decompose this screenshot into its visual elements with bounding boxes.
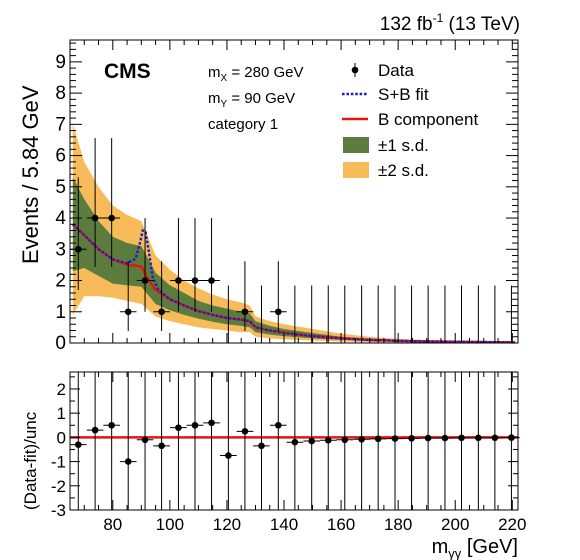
pull-point bbox=[208, 419, 215, 427]
pull-point bbox=[241, 428, 249, 435]
top-y-tick-label: 0 bbox=[55, 333, 66, 354]
x-tick-label: 180 bbox=[384, 515, 412, 534]
pull-point bbox=[391, 435, 399, 442]
top-panel-frame bbox=[69, 39, 519, 344]
band-1sd bbox=[72, 177, 516, 343]
legend-1sd-label: ±1 s.d. bbox=[378, 136, 429, 155]
pull-point bbox=[91, 426, 99, 434]
pull-point bbox=[124, 458, 132, 465]
my-annotation: mY = 90 GeV bbox=[208, 90, 295, 110]
bottom-y-tick-label: -3 bbox=[51, 501, 66, 520]
x-axis-title: mγγ [GeV] bbox=[432, 536, 518, 560]
top-y-tick-label: 9 bbox=[55, 52, 66, 73]
pull-point bbox=[108, 421, 115, 429]
pull-point bbox=[74, 441, 82, 448]
top-y-tick-label: 3 bbox=[55, 239, 66, 260]
experiment-label: CMS bbox=[104, 60, 151, 83]
top-y-tick-label: 7 bbox=[55, 114, 66, 135]
data-point bbox=[175, 277, 182, 284]
data-point bbox=[241, 308, 249, 316]
pull-point bbox=[158, 442, 165, 450]
top-y-tick-label: 6 bbox=[55, 146, 66, 167]
data-point bbox=[124, 308, 132, 316]
x-tick-label: 160 bbox=[327, 515, 355, 534]
legend-data-label: Data bbox=[378, 61, 414, 80]
pull-point bbox=[341, 436, 349, 444]
top-y-tick-label: 1 bbox=[55, 302, 66, 323]
pull-point bbox=[475, 434, 482, 442]
pull-point bbox=[291, 438, 299, 446]
data-point bbox=[141, 277, 149, 284]
data-point bbox=[275, 308, 282, 316]
legend-2sd-label: ±2 s.d. bbox=[378, 161, 429, 180]
pull-point bbox=[458, 434, 465, 442]
top-y-axis-title: Events / 5.84 GeV bbox=[18, 85, 43, 264]
legend-bkg-label: B component bbox=[378, 110, 478, 129]
mx-annotation: mX = 280 GeV bbox=[208, 64, 303, 84]
bottom-y-tick-label: 1 bbox=[57, 404, 66, 423]
legend-sb-label: S+B fit bbox=[378, 85, 429, 104]
top-y-tick-label: 4 bbox=[55, 208, 66, 229]
legend-2sd-swatch bbox=[343, 162, 369, 178]
pull-point bbox=[225, 452, 232, 459]
x-tick-label: 80 bbox=[103, 515, 122, 534]
pull-point bbox=[441, 434, 449, 442]
category-annotation: category 1 bbox=[208, 116, 278, 133]
sb-fit-line bbox=[72, 223, 516, 344]
data-point bbox=[158, 308, 165, 316]
bottom-y-axis-title: (Data-fit)/unc bbox=[21, 411, 40, 510]
top-y-tick-label: 8 bbox=[55, 83, 66, 104]
legend-data-marker bbox=[351, 66, 359, 74]
pull-point bbox=[374, 435, 382, 443]
top-y-tick-label: 2 bbox=[55, 271, 66, 292]
bottom-y-tick-label: 0 bbox=[57, 428, 66, 447]
top-y-tick-label: 5 bbox=[55, 177, 66, 198]
pull-point bbox=[191, 421, 199, 429]
x-tick-label: 200 bbox=[441, 515, 469, 534]
bottom-panel-frame bbox=[69, 371, 519, 511]
pull-point bbox=[141, 436, 149, 444]
band-2sd bbox=[72, 124, 516, 343]
data-point bbox=[108, 214, 115, 222]
bottom-y-tick-label: 2 bbox=[57, 380, 66, 399]
pull-point bbox=[358, 436, 365, 443]
pull-point bbox=[258, 442, 265, 450]
pull-point bbox=[308, 437, 315, 445]
x-tick-label: 120 bbox=[213, 515, 241, 534]
pull-point bbox=[424, 434, 432, 442]
pull-point bbox=[408, 435, 415, 442]
data-point bbox=[208, 277, 215, 284]
pull-point bbox=[275, 421, 282, 429]
x-tick-label: 220 bbox=[498, 515, 526, 534]
pull-point bbox=[175, 424, 182, 431]
x-tick-label: 100 bbox=[156, 515, 184, 534]
x-tick-label: 140 bbox=[270, 515, 298, 534]
bottom-y-tick-label: -2 bbox=[51, 477, 66, 496]
data-point bbox=[91, 214, 99, 222]
legend-1sd-swatch bbox=[343, 137, 369, 153]
legend: Data S+B fit B component ±1 s.d. ±2 s.d. bbox=[342, 61, 478, 180]
luminosity-label: 132 fb-1 (13 TeV) bbox=[380, 11, 520, 35]
bottom-y-tick-label: -1 bbox=[51, 453, 66, 472]
pull-point bbox=[491, 434, 499, 442]
pull-point bbox=[324, 436, 332, 444]
data-point bbox=[191, 277, 199, 284]
